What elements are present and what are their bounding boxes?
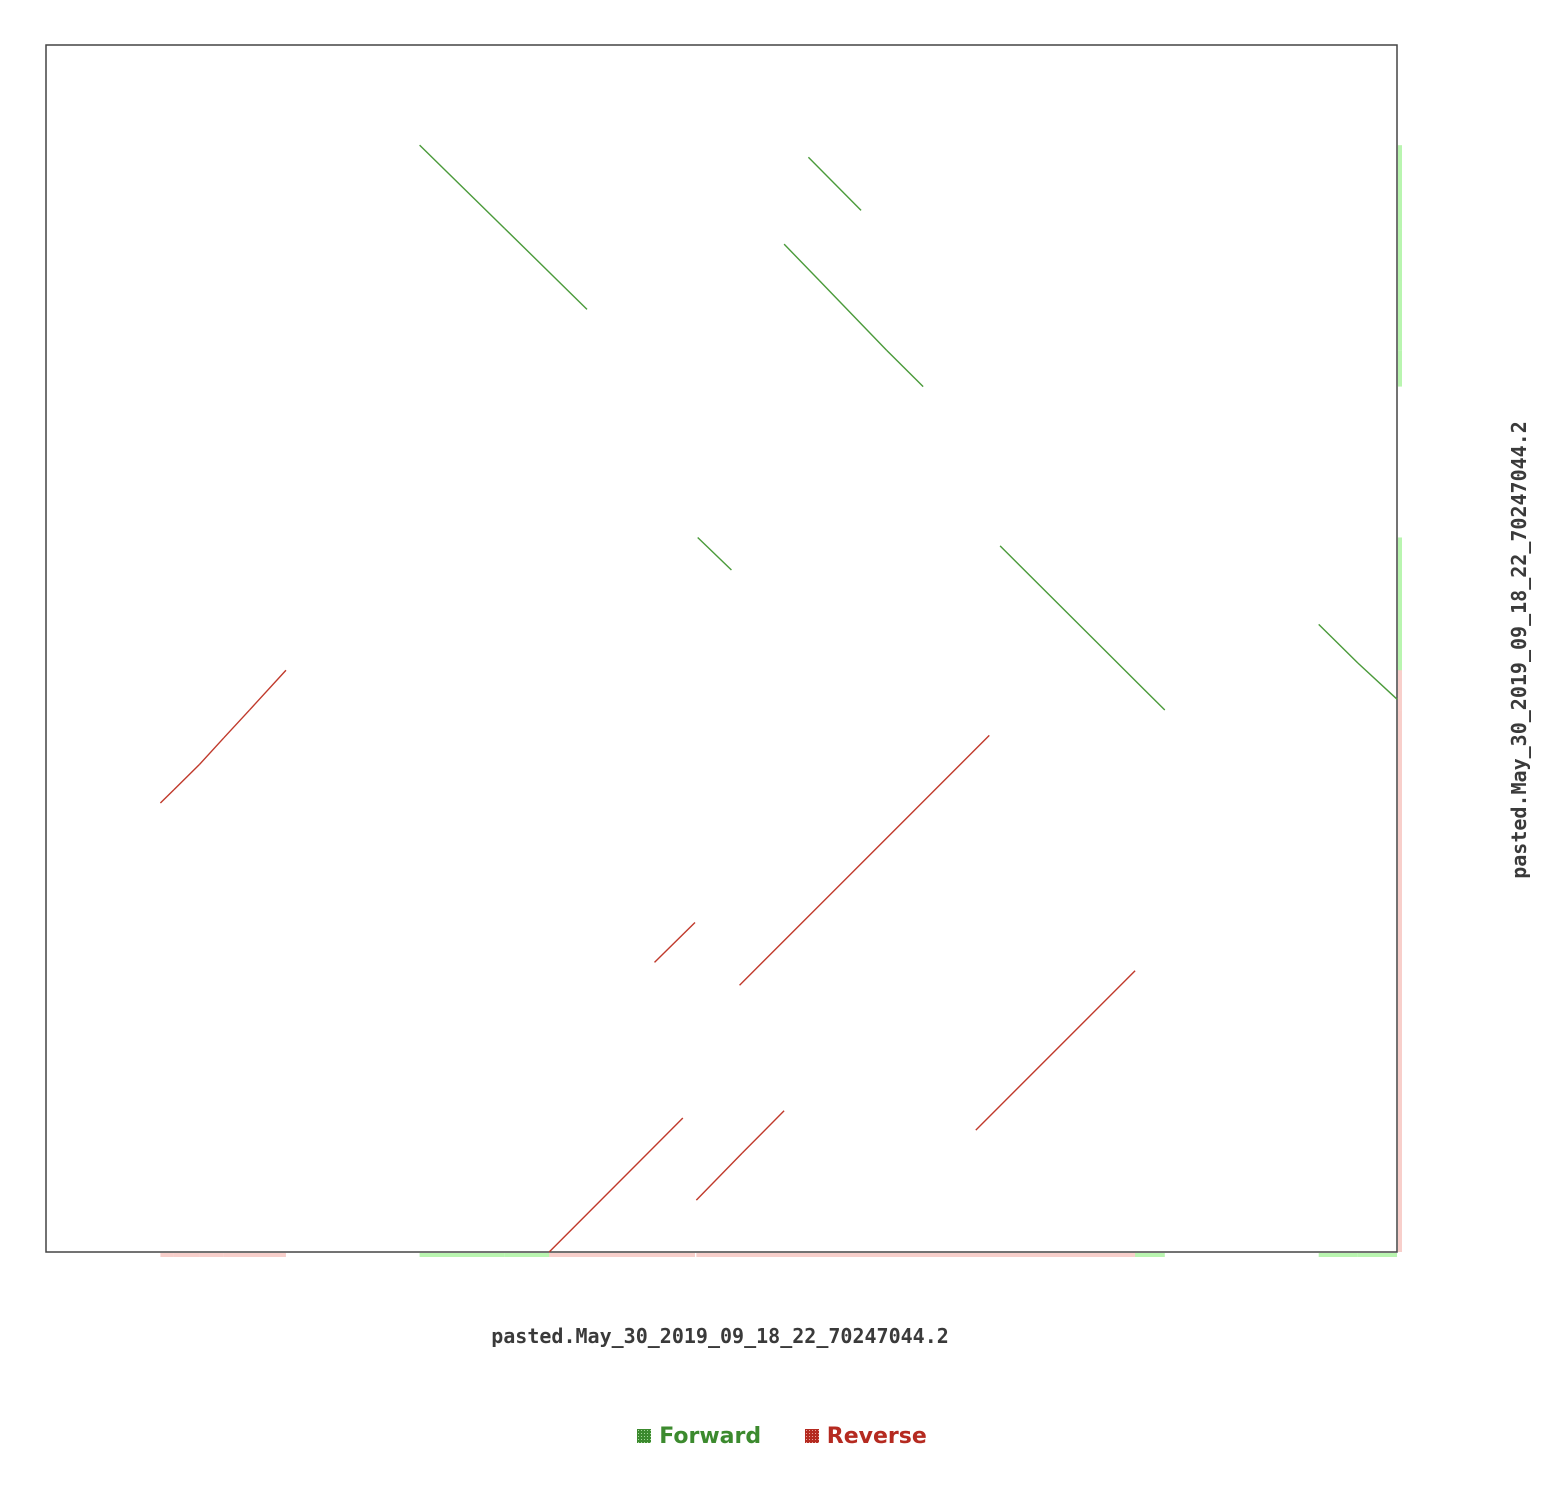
forward-coverage-shadow-x	[1357, 1253, 1397, 1257]
forward-alignment-segment	[999, 545, 1166, 711]
forward-alignment-segment	[1357, 662, 1398, 700]
forward-coverage-shadow-x	[504, 1253, 587, 1257]
forward-alignment-segment	[1318, 623, 1359, 664]
forward-coverage-shadow-y	[1398, 350, 1402, 387]
legend-label-forward: Forward	[659, 1424, 762, 1449]
reverse-coverage-shadow-y	[1398, 735, 1402, 986]
y-axis-label: pasted.May_30_2019_09_18_22_70247044.2	[1507, 421, 1531, 879]
forward-coverage-shadow-y	[1398, 624, 1402, 663]
forward-coverage-shadow-x	[419, 1253, 505, 1257]
reverse-alignment-segment	[739, 734, 990, 986]
reverse-coverage-shadow-x	[223, 1253, 250, 1257]
reverse-swatch-icon	[804, 1429, 819, 1443]
reverse-coverage-shadow-x	[160, 1253, 174, 1257]
reverse-coverage-shadow-y	[1398, 670, 1402, 711]
plot-frame	[45, 44, 1398, 1253]
reverse-alignment-segment	[159, 789, 175, 804]
legend-label-reverse: Reverse	[826, 1424, 927, 1449]
forward-alignment-segment	[697, 536, 732, 571]
forward-coverage-shadow-x	[1318, 1253, 1358, 1257]
reverse-coverage-shadow-x	[549, 1253, 683, 1257]
reverse-coverage-shadow-x	[199, 1253, 224, 1257]
x-axis-label: pasted.May_30_2019_09_18_22_70247044.2	[491, 1324, 949, 1348]
reverse-alignment-segment	[695, 1152, 743, 1201]
reverse-coverage-shadow-x	[739, 1253, 990, 1257]
forward-swatch-icon	[637, 1429, 652, 1443]
reverse-coverage-shadow-y	[1398, 710, 1402, 738]
forward-coverage-shadow-y	[1398, 157, 1402, 211]
legend-item-reverse: Reverse	[804, 1424, 927, 1449]
reverse-alignment-segment	[223, 709, 251, 739]
reverse-coverage-shadow-y	[1398, 1153, 1402, 1201]
reverse-alignment-segment	[248, 669, 287, 711]
legend-item-forward: Forward	[637, 1424, 761, 1449]
reverse-alignment-segment	[741, 1110, 785, 1154]
reverse-coverage-shadow-x	[975, 1253, 1136, 1257]
reverse-alignment-segment	[975, 970, 1136, 1131]
reverse-coverage-shadow-y	[1398, 1110, 1402, 1154]
reverse-coverage-shadow-x	[696, 1253, 743, 1257]
forward-alignment-segment	[807, 156, 862, 211]
reverse-coverage-shadow-x	[249, 1253, 286, 1257]
reverse-coverage-shadow-y	[1398, 970, 1402, 1131]
reverse-alignment-segment	[199, 737, 225, 765]
forward-alignment-segment	[419, 144, 506, 229]
reverse-alignment-segment	[173, 763, 201, 791]
legend: Forward Reverse	[0, 1424, 1564, 1449]
alignment-segments	[159, 144, 1398, 1253]
forward-alignment-segment	[504, 227, 588, 310]
reverse-coverage-shadow-x	[742, 1253, 785, 1257]
forward-alignment-segment	[818, 279, 888, 351]
forward-alignment-segment	[783, 243, 820, 281]
dotplot-chart: pasted.May_30_2019_09_18_22_70247044.2 p…	[45, 44, 1531, 1348]
reverse-coverage-shadow-x	[173, 1253, 200, 1257]
reverse-alignment-segment	[548, 1117, 684, 1253]
forward-alignment-segment	[886, 349, 924, 388]
reverse-alignment-segment	[654, 921, 696, 963]
coverage-shadow-layer	[160, 145, 1402, 1257]
forward-coverage-shadow-y	[1398, 244, 1402, 281]
forward-coverage-shadow-y	[1398, 280, 1402, 351]
